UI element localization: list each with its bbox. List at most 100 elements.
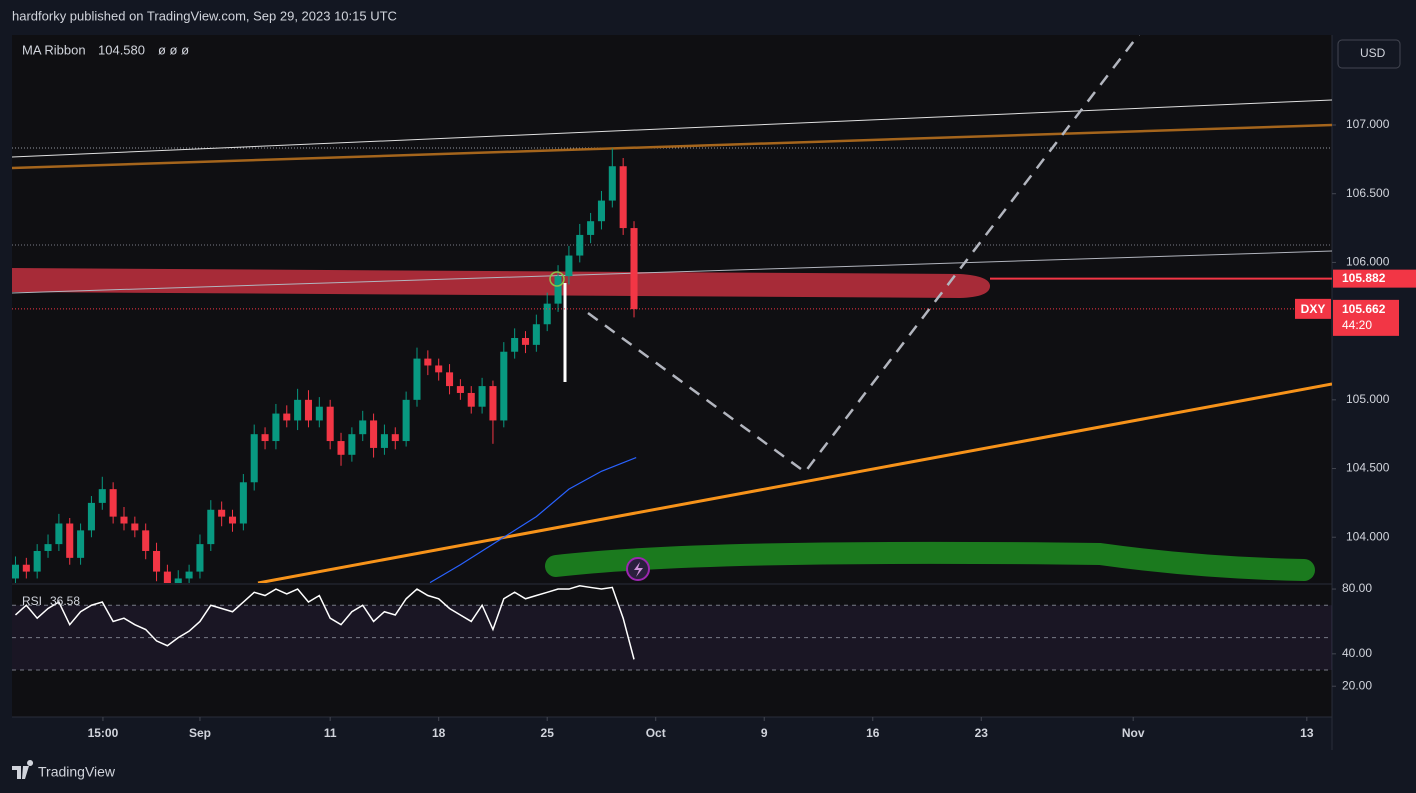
candle-body — [554, 276, 562, 304]
candle-body — [489, 386, 497, 421]
rsi-tick-label: 40.00 — [1342, 646, 1372, 660]
candle-body — [55, 523, 63, 545]
rsi-line — [14, 585, 635, 660]
rsi-tick-label: 20.00 — [1342, 678, 1372, 692]
candle-body — [370, 420, 378, 448]
marker-circle — [549, 271, 565, 287]
countdown: 44:20 — [1342, 318, 1372, 332]
candle-body — [22, 564, 30, 572]
indicator-name: MA Ribbon — [22, 42, 86, 57]
candle-body — [456, 386, 464, 393]
candle-body — [98, 489, 106, 503]
projection-path — [587, 35, 1141, 474]
x-tick-label: 9 — [761, 726, 768, 740]
brand-name: TradingView — [38, 764, 116, 780]
rsi-group — [14, 585, 635, 660]
rsi-tick-label: 80.00 — [1342, 581, 1372, 595]
y-tick-label: 106.500 — [1346, 186, 1390, 200]
x-tick-label: 13 — [1300, 726, 1314, 740]
x-tick-label: 25 — [541, 726, 555, 740]
candle-body — [304, 399, 312, 421]
y-tick-label: 107.000 — [1346, 117, 1390, 131]
candle-body — [521, 337, 530, 345]
y-tick-label: 106.000 — [1346, 255, 1390, 269]
trend-line — [12, 123, 1332, 170]
chart-pane — [12, 35, 1332, 717]
candle-body — [543, 303, 551, 325]
indicator-extra: ø ø ø — [158, 42, 189, 57]
y-tick-label: 104.000 — [1346, 529, 1390, 543]
candle-body — [597, 200, 605, 222]
candle-body — [402, 399, 410, 442]
currency-button[interactable] — [1337, 39, 1401, 69]
candle-body — [500, 351, 508, 421]
x-tick-label: Nov — [1122, 726, 1145, 740]
candle-body — [587, 221, 595, 235]
candle-body — [608, 166, 616, 201]
candle-body — [467, 392, 475, 407]
highlight-zone — [545, 541, 1315, 581]
candle-body — [532, 324, 540, 345]
candle-body — [207, 509, 215, 545]
candle-body — [109, 489, 117, 517]
candle-body — [326, 406, 334, 442]
candle-body — [250, 434, 258, 483]
candle-body — [348, 434, 356, 455]
candle-body — [142, 530, 150, 551]
candle-body — [12, 564, 19, 579]
candle-body — [619, 166, 627, 229]
x-tick-label: Sep — [189, 726, 211, 740]
y-tick-label: 105.000 — [1346, 392, 1390, 406]
candle-body — [565, 255, 573, 277]
publisher-line: hardforky published on TradingView.com, … — [12, 8, 397, 23]
candle-body — [359, 420, 367, 435]
rsi-band — [12, 605, 1332, 671]
brand-logo — [12, 760, 34, 779]
candle-body — [315, 406, 323, 421]
x-tick-label: 15:00 — [88, 726, 119, 740]
x-tick-label: 18 — [432, 726, 446, 740]
last-price-label: 105.662 — [1342, 302, 1386, 316]
candle-body — [576, 234, 584, 256]
candle-body — [380, 434, 388, 448]
candle-body — [478, 386, 486, 407]
support-line — [257, 382, 1332, 583]
candle-body — [131, 523, 139, 531]
candle-body — [283, 413, 291, 421]
candle-body — [424, 358, 432, 366]
symbol-label: DXY — [1301, 302, 1326, 316]
candle-body — [174, 578, 182, 583]
last-price-badge — [1333, 299, 1399, 336]
x-tick-label: 11 — [324, 726, 337, 740]
x-tick-label: 16 — [866, 726, 880, 740]
candle-body — [153, 550, 161, 572]
rsi-name: RSI — [22, 594, 42, 608]
candle-body — [66, 523, 74, 558]
candle-body — [413, 358, 421, 400]
x-tick-label: 23 — [975, 726, 989, 740]
indicator-value: 104.580 — [98, 42, 145, 57]
annotations — [549, 271, 567, 382]
price-line-badge — [1333, 269, 1416, 288]
candle-body — [228, 516, 237, 524]
candle-body — [261, 434, 269, 442]
candle-body — [218, 509, 226, 517]
candle-body — [294, 399, 302, 421]
x-tick-label: Oct — [646, 726, 666, 740]
candles — [12, 148, 638, 583]
resistance-zone — [12, 268, 990, 298]
candle-body — [120, 516, 128, 524]
candle-body — [272, 413, 280, 442]
drawings — [12, 35, 1332, 583]
y-tick-label: 104.500 — [1346, 461, 1390, 475]
footer: TradingView — [12, 760, 116, 780]
candle-body — [44, 544, 52, 551]
candle-body — [391, 434, 399, 442]
candle-body — [185, 571, 193, 579]
candle-body — [337, 441, 345, 455]
rsi-last: 36.58 — [50, 594, 80, 608]
candle-body — [435, 365, 443, 373]
currency-label[interactable]: USD — [1360, 46, 1386, 60]
candle-body — [630, 228, 638, 310]
